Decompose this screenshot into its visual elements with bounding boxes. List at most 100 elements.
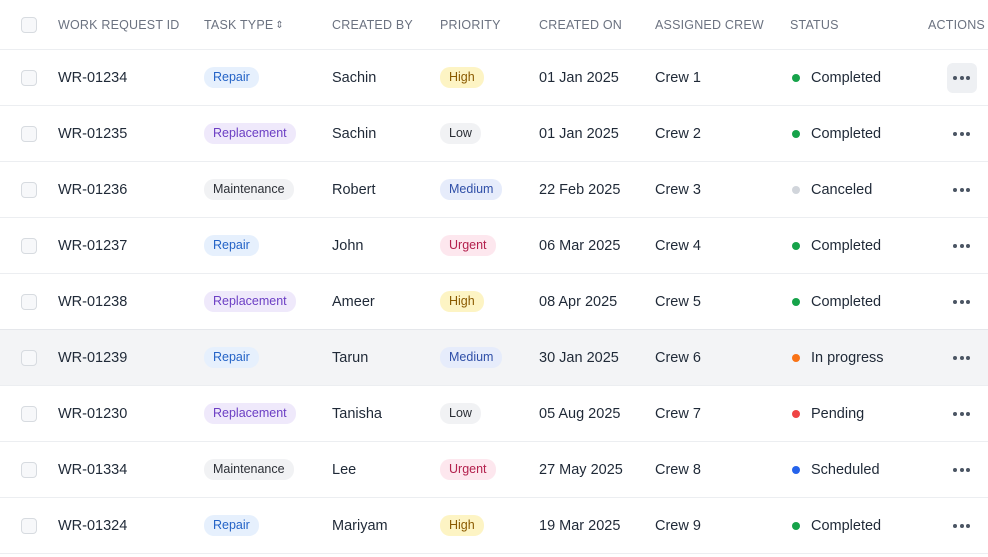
work-request-id: WR-01324 bbox=[58, 517, 128, 534]
more-options-icon[interactable] bbox=[947, 511, 977, 541]
task-type-cell: Repair bbox=[204, 347, 332, 368]
row-checkbox[interactable] bbox=[21, 237, 37, 254]
status-label: Completed bbox=[811, 517, 882, 534]
sort-icon[interactable]: ⇕ bbox=[275, 19, 285, 31]
row-checkbox[interactable] bbox=[21, 517, 37, 534]
status-label: Scheduled bbox=[811, 461, 880, 478]
row-select-cell bbox=[0, 405, 58, 422]
created-on: 01 Jan 2025 bbox=[539, 69, 619, 86]
priority-badge: Low bbox=[440, 123, 481, 144]
assigned-crew: Crew 6 bbox=[655, 349, 701, 366]
priority-badge: Low bbox=[440, 403, 481, 424]
task-type-cell: Maintenance bbox=[204, 459, 332, 480]
work-request-id: WR-01234 bbox=[58, 69, 128, 86]
priority-cell: High bbox=[440, 291, 539, 312]
actions-cell bbox=[917, 455, 988, 485]
row-select-cell bbox=[0, 461, 58, 478]
table-row[interactable]: WR-01234 Repair Sachin High 01 Jan 2025 … bbox=[0, 50, 988, 106]
work-request-id: WR-01238 bbox=[58, 293, 128, 310]
status-dot-icon bbox=[792, 73, 800, 82]
task-type-badge: Replacement bbox=[204, 403, 296, 424]
status-cell: Completed bbox=[790, 238, 917, 254]
created-by: Sachin bbox=[332, 69, 377, 86]
status-label: Completed bbox=[811, 237, 882, 254]
created-by: Tarun bbox=[332, 349, 369, 366]
row-checkbox[interactable] bbox=[21, 125, 37, 142]
work-request-id: WR-01230 bbox=[58, 405, 128, 422]
status-label: Pending bbox=[811, 405, 865, 422]
created-by: Lee bbox=[332, 461, 357, 478]
row-checkbox[interactable] bbox=[21, 181, 37, 198]
status-dot-icon bbox=[792, 465, 800, 474]
status-cell: Completed bbox=[790, 70, 917, 86]
status-dot-icon bbox=[792, 409, 800, 418]
table-header: WORK REQUEST ID TASK TYPE ⇕ CREATED BY PR… bbox=[0, 0, 988, 50]
table-row[interactable]: WR-01239 Repair Tarun Medium 30 Jan 2025… bbox=[0, 329, 988, 386]
more-options-icon[interactable] bbox=[947, 343, 977, 373]
row-checkbox[interactable] bbox=[21, 405, 37, 422]
header-created-by: CREATED BY bbox=[332, 17, 413, 32]
row-checkbox[interactable] bbox=[21, 461, 37, 478]
table-row[interactable]: WR-01324 Repair Mariyam High 19 Mar 2025… bbox=[0, 498, 988, 554]
select-all-checkbox[interactable] bbox=[21, 16, 37, 33]
task-type-cell: Repair bbox=[204, 235, 332, 256]
actions-cell bbox=[917, 511, 988, 541]
table-row[interactable]: WR-01238 Replacement Ameer High 08 Apr 2… bbox=[0, 274, 988, 330]
more-options-icon[interactable] bbox=[947, 175, 977, 205]
assigned-crew: Crew 5 bbox=[655, 293, 701, 310]
row-select-cell bbox=[0, 125, 58, 142]
created-by: Tanisha bbox=[332, 405, 382, 422]
assigned-crew: Crew 7 bbox=[655, 405, 701, 422]
table-row[interactable]: WR-01230 Replacement Tanisha Low 05 Aug … bbox=[0, 386, 988, 442]
priority-cell: Urgent bbox=[440, 459, 539, 480]
priority-cell: High bbox=[440, 67, 539, 88]
table-row[interactable]: WR-01236 Maintenance Robert Medium 22 Fe… bbox=[0, 162, 988, 218]
table-row[interactable]: WR-01334 Maintenance Lee Urgent 27 May 2… bbox=[0, 442, 988, 498]
row-checkbox[interactable] bbox=[21, 349, 37, 366]
actions-cell bbox=[917, 343, 988, 373]
assigned-crew: Crew 2 bbox=[655, 125, 701, 142]
row-checkbox[interactable] bbox=[21, 293, 37, 310]
task-type-badge: Maintenance bbox=[204, 459, 294, 480]
status-cell: Canceled bbox=[790, 182, 917, 198]
priority-badge: Medium bbox=[440, 347, 503, 368]
more-options-icon[interactable] bbox=[947, 119, 977, 149]
status-dot-icon bbox=[792, 353, 800, 362]
more-options-icon[interactable] bbox=[946, 62, 977, 93]
header-work-request-id: WORK REQUEST ID bbox=[58, 17, 180, 32]
task-type-badge: Repair bbox=[204, 235, 259, 256]
created-on: 05 Aug 2025 bbox=[539, 405, 621, 422]
created-on: 27 May 2025 bbox=[539, 461, 623, 478]
created-on: 30 Jan 2025 bbox=[539, 349, 619, 366]
task-type-badge: Repair bbox=[204, 347, 259, 368]
header-task-type-label: TASK TYPE bbox=[204, 17, 274, 32]
actions-cell bbox=[917, 287, 988, 317]
assigned-crew: Crew 1 bbox=[655, 69, 701, 86]
header-created-on: CREATED ON bbox=[539, 17, 623, 32]
priority-cell: Urgent bbox=[440, 235, 539, 256]
assigned-crew: Crew 8 bbox=[655, 461, 701, 478]
header-task-type[interactable]: TASK TYPE ⇕ bbox=[204, 18, 332, 32]
work-request-id: WR-01334 bbox=[58, 461, 128, 478]
actions-cell bbox=[917, 231, 988, 261]
priority-cell: High bbox=[440, 515, 539, 536]
work-request-id: WR-01237 bbox=[58, 237, 128, 254]
table-row[interactable]: WR-01235 Replacement Sachin Low 01 Jan 2… bbox=[0, 106, 988, 162]
more-options-icon[interactable] bbox=[947, 399, 977, 429]
actions-cell bbox=[917, 119, 988, 149]
more-options-icon[interactable] bbox=[947, 287, 977, 317]
actions-cell bbox=[917, 399, 988, 429]
assigned-crew: Crew 3 bbox=[655, 181, 701, 198]
row-select-cell bbox=[0, 293, 58, 310]
status-cell: In progress bbox=[790, 350, 917, 366]
status-dot-icon bbox=[792, 129, 800, 138]
status-cell: Completed bbox=[790, 294, 917, 310]
more-options-icon[interactable] bbox=[947, 455, 977, 485]
created-on: 19 Mar 2025 bbox=[539, 517, 621, 534]
more-options-icon[interactable] bbox=[947, 231, 977, 261]
priority-badge: High bbox=[440, 291, 484, 312]
table-row[interactable]: WR-01237 Repair John Urgent 06 Mar 2025 … bbox=[0, 218, 988, 274]
row-checkbox[interactable] bbox=[21, 69, 37, 86]
task-type-cell: Maintenance bbox=[204, 179, 332, 200]
row-select-cell bbox=[0, 349, 58, 366]
